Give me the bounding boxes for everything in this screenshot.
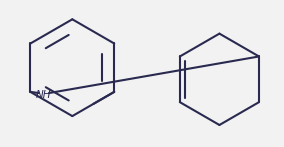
- Text: NH: NH: [36, 90, 52, 100]
